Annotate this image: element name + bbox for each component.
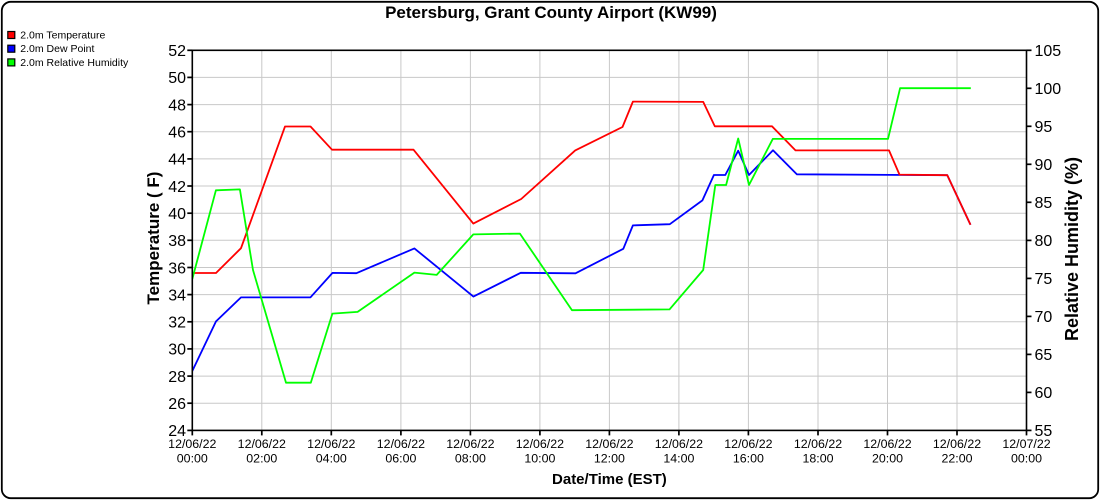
svg-text:12/06/22: 12/06/22 <box>933 437 981 451</box>
svg-text:55: 55 <box>1035 423 1053 440</box>
svg-text:12/06/22: 12/06/22 <box>238 437 286 451</box>
svg-text:Temperature ( F): Temperature ( F) <box>144 172 163 305</box>
svg-text:12/06/22: 12/06/22 <box>377 437 425 451</box>
svg-text:00:00: 00:00 <box>1011 452 1042 466</box>
svg-text:100: 100 <box>1035 81 1062 98</box>
svg-text:22:00: 22:00 <box>941 452 972 466</box>
svg-text:12/06/22: 12/06/22 <box>863 437 911 451</box>
svg-text:46: 46 <box>168 125 186 142</box>
svg-text:00:00: 00:00 <box>177 452 208 466</box>
svg-text:28: 28 <box>168 369 186 386</box>
svg-text:Petersburg, Grant County Airpo: Petersburg, Grant County Airport (KW99) <box>385 3 717 22</box>
svg-text:06:00: 06:00 <box>385 452 416 466</box>
svg-text:44: 44 <box>168 152 186 169</box>
svg-text:34: 34 <box>168 287 186 304</box>
svg-text:50: 50 <box>168 70 186 87</box>
svg-text:38: 38 <box>168 233 186 250</box>
svg-text:80: 80 <box>1035 233 1053 250</box>
svg-text:26: 26 <box>168 396 186 413</box>
svg-text:12/06/22: 12/06/22 <box>794 437 842 451</box>
svg-text:12/06/22: 12/06/22 <box>168 437 216 451</box>
svg-text:32: 32 <box>168 315 186 332</box>
svg-text:2.0m Relative Humidity: 2.0m Relative Humidity <box>20 57 129 69</box>
svg-text:2.0m Temperature: 2.0m Temperature <box>20 29 105 41</box>
svg-text:65: 65 <box>1035 347 1053 364</box>
svg-text:12/06/22: 12/06/22 <box>516 437 564 451</box>
svg-text:Relative Humidity (%): Relative Humidity (%) <box>1062 157 1082 341</box>
svg-text:30: 30 <box>168 342 186 359</box>
svg-text:24: 24 <box>168 423 186 440</box>
svg-text:85: 85 <box>1035 195 1053 212</box>
svg-text:52: 52 <box>168 43 186 60</box>
svg-text:75: 75 <box>1035 271 1053 288</box>
svg-text:12/06/22: 12/06/22 <box>307 437 355 451</box>
svg-text:Date/Time (EST): Date/Time (EST) <box>552 471 667 488</box>
svg-text:36: 36 <box>168 260 186 277</box>
svg-text:40: 40 <box>168 206 186 223</box>
svg-text:02:00: 02:00 <box>246 452 277 466</box>
svg-text:105: 105 <box>1035 43 1062 60</box>
svg-text:12/06/22: 12/06/22 <box>446 437 494 451</box>
svg-text:08:00: 08:00 <box>455 452 486 466</box>
svg-text:16:00: 16:00 <box>733 452 764 466</box>
svg-text:12/07/22: 12/07/22 <box>1002 437 1050 451</box>
svg-text:2.0m Dew Point: 2.0m Dew Point <box>20 43 94 55</box>
svg-text:95: 95 <box>1035 119 1053 136</box>
svg-text:42: 42 <box>168 179 186 196</box>
svg-text:12/06/22: 12/06/22 <box>724 437 772 451</box>
svg-text:70: 70 <box>1035 309 1053 326</box>
svg-text:90: 90 <box>1035 157 1053 174</box>
svg-text:10:00: 10:00 <box>524 452 555 466</box>
svg-text:20:00: 20:00 <box>872 452 903 466</box>
svg-text:04:00: 04:00 <box>316 452 347 466</box>
svg-text:18:00: 18:00 <box>802 452 833 466</box>
svg-text:14:00: 14:00 <box>663 452 694 466</box>
svg-text:60: 60 <box>1035 385 1053 402</box>
svg-text:12/06/22: 12/06/22 <box>655 437 703 451</box>
svg-text:48: 48 <box>168 97 186 114</box>
svg-text:12/06/22: 12/06/22 <box>585 437 633 451</box>
svg-text:12:00: 12:00 <box>594 452 625 466</box>
